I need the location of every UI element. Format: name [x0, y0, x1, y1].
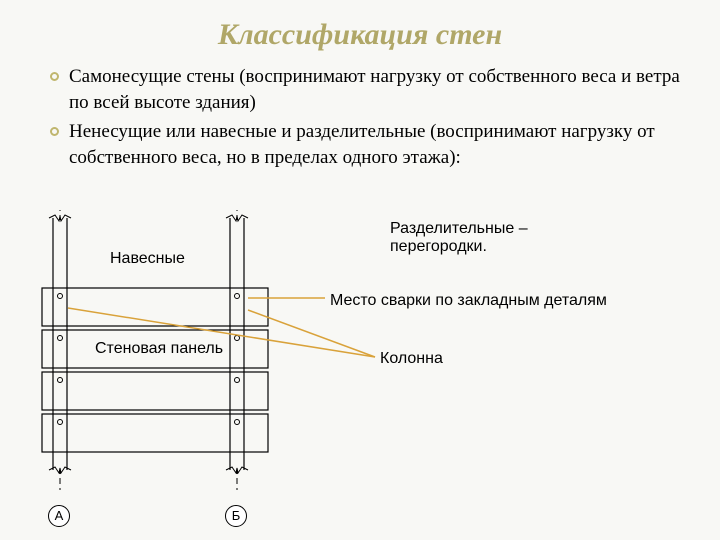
label-razdel: Разделительные – перегородки.: [390, 220, 528, 256]
label-mesto: Место сварки по закладным деталям: [330, 292, 607, 310]
label-line: перегородки.: [390, 238, 487, 255]
title-text: Классификация стен: [218, 18, 502, 51]
bullet-item: Самонесущие стены (воспринимают нагрузку…: [50, 64, 690, 115]
bullet-item: Ненесущие или навесные и разделительные …: [50, 119, 690, 170]
label-panel: Стеновая панель: [95, 340, 223, 358]
label-line: Разделительные –: [390, 220, 528, 237]
bullet-marker: [50, 72, 59, 81]
diagram: Разделительные – перегородки. Навесные М…: [0, 210, 720, 540]
bullet-marker: [50, 127, 59, 136]
label-kolonna: Колонна: [380, 350, 443, 368]
bullet-text: Ненесущие или навесные и разделительные …: [69, 119, 690, 170]
diagram-svg: [0, 210, 720, 540]
axis-label-a: А: [48, 505, 70, 527]
bullet-text: Самонесущие стены (воспринимают нагрузку…: [69, 64, 690, 115]
bullet-list: Самонесущие стены (воспринимают нагрузку…: [0, 52, 720, 171]
label-navesnye: Навесные: [110, 250, 185, 268]
page-title: Классификация стен: [0, 0, 720, 52]
axis-label-b: Б: [225, 505, 247, 527]
